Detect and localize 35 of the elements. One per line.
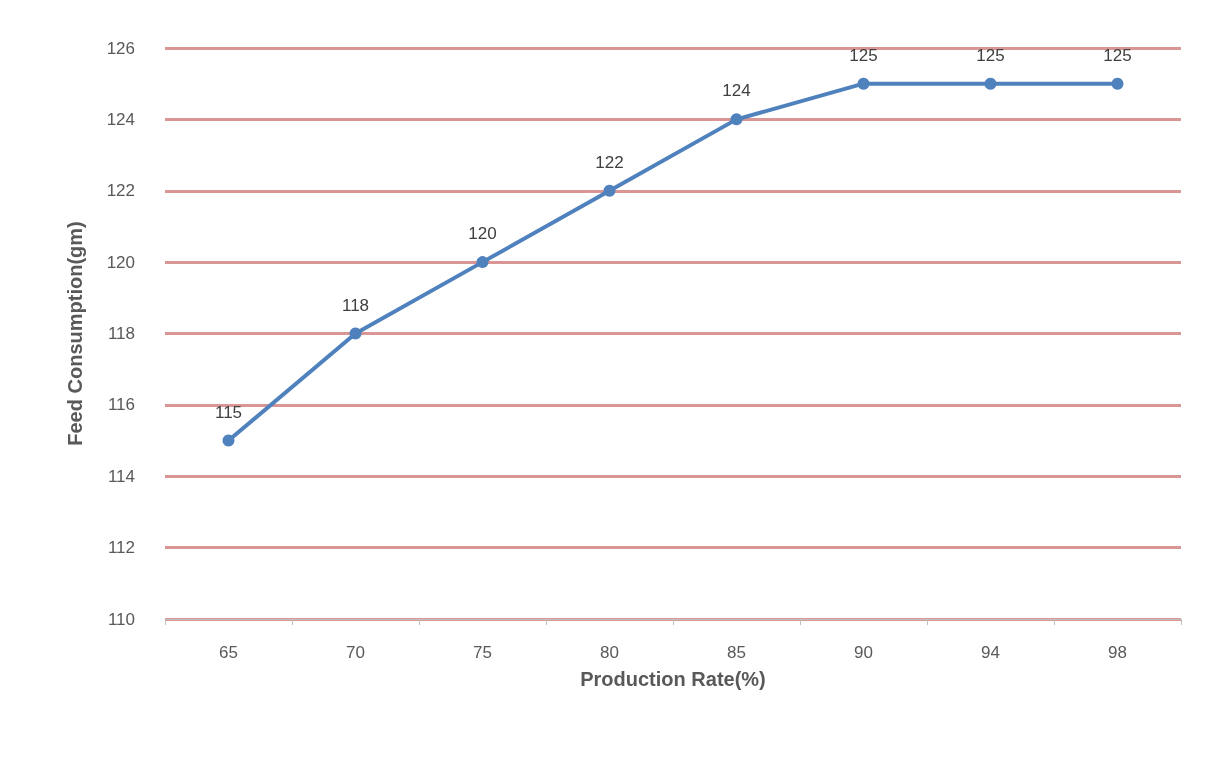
y-tick-label: 126 xyxy=(106,38,135,58)
point xyxy=(1111,77,1124,90)
x-tick-label: 75 xyxy=(473,643,492,662)
y-tick-label: 112 xyxy=(107,538,135,558)
y-tick-label: 118 xyxy=(107,324,135,343)
point xyxy=(349,327,362,340)
x-tick-label: 65 xyxy=(219,643,238,662)
data-label: 115 xyxy=(214,402,243,422)
y-tick-label: 116 xyxy=(107,395,135,415)
x-axis-title: Production Rate(%) xyxy=(580,668,766,690)
point xyxy=(857,77,870,90)
y-tick-label: 120 xyxy=(106,252,135,272)
y-axis-title: Feed Consumption(gm) xyxy=(64,221,86,446)
y-tick-label: 114 xyxy=(107,466,135,486)
point xyxy=(984,77,997,90)
y-tick-label: 110 xyxy=(107,609,135,629)
data-label: 120 xyxy=(468,224,497,244)
data-label: 118 xyxy=(341,295,370,315)
x-tick-label: 85 xyxy=(727,643,746,662)
x-tick-label: 70 xyxy=(346,643,365,662)
data-label: 125 xyxy=(976,45,1005,65)
x-tick-label: 98 xyxy=(1108,643,1127,662)
data-label: 125 xyxy=(849,45,878,65)
x-tick-label: 94 xyxy=(981,643,1000,662)
y-tick-label: 124 xyxy=(106,109,135,129)
x-tick-label: 90 xyxy=(854,643,873,662)
point xyxy=(603,184,616,197)
data-label: 122 xyxy=(595,152,624,172)
x-tick-label: 80 xyxy=(600,643,619,662)
point xyxy=(222,434,235,447)
y-tick-label: 122 xyxy=(106,181,135,201)
point xyxy=(730,113,743,126)
data-label: 124 xyxy=(722,81,751,101)
point xyxy=(476,256,489,269)
data-label: 125 xyxy=(1103,45,1132,65)
